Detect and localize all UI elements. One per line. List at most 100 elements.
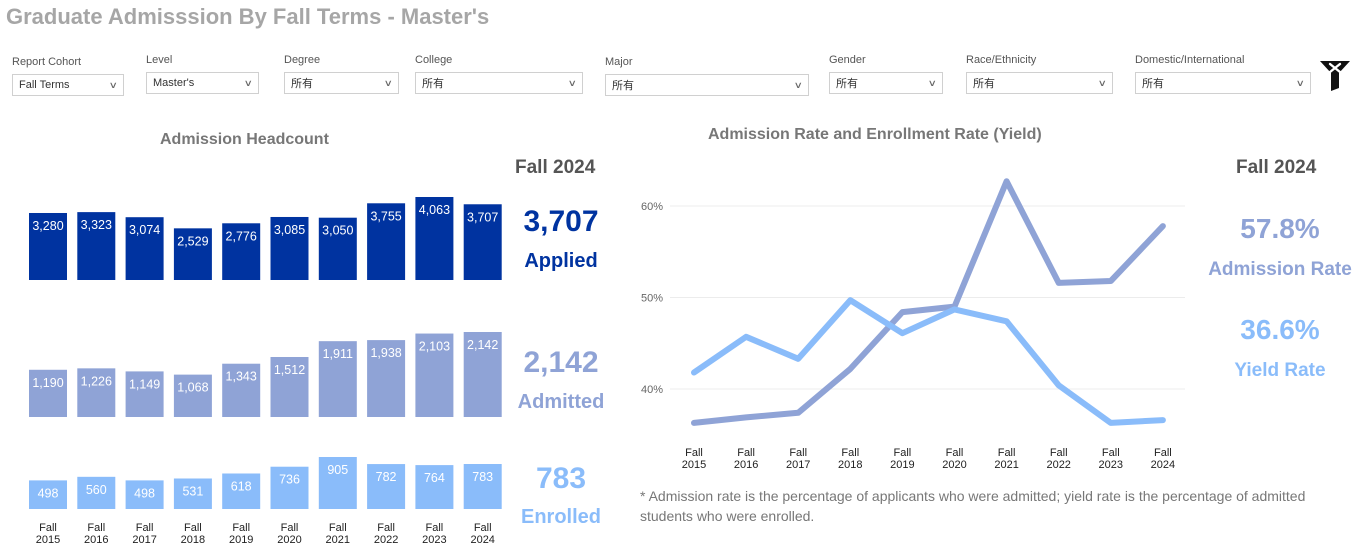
bar-value-label: 1,911 xyxy=(323,347,353,361)
filter-value: 所有 xyxy=(612,80,634,92)
line-admission-rate xyxy=(691,178,1166,426)
bar-value-label: 3,280 xyxy=(32,219,63,233)
x-tick-label: Fall xyxy=(377,522,395,534)
x-tick-label: Fall xyxy=(136,522,154,534)
bar-value-label: 3,707 xyxy=(467,210,498,224)
bar-value-label: 1,938 xyxy=(370,346,401,360)
applied-kpi-value: 3,707 xyxy=(523,205,599,238)
x-tick-label: 2018 xyxy=(181,534,205,546)
x-tick-label: Fall xyxy=(329,522,347,534)
bar-value-label: 1,149 xyxy=(129,377,160,391)
bar-value-label: 2,529 xyxy=(177,234,208,248)
bar-applied-2015 xyxy=(29,212,67,280)
enrolled-kpi-label: Enrolled xyxy=(520,506,601,528)
x-tick-label: 2018 xyxy=(838,459,862,471)
filter-value: 所有 xyxy=(973,78,995,90)
filter-dropdown[interactable]: 所有 ∨ xyxy=(829,72,943,94)
bar-applied-2022 xyxy=(367,203,406,280)
filter-label: Domestic/International xyxy=(1135,54,1245,66)
x-tick-label: Fall xyxy=(737,447,755,459)
y-tick-label: 60% xyxy=(641,201,663,213)
bar-admitted-2024 xyxy=(463,332,502,417)
bar-applied-2021 xyxy=(318,217,357,280)
filter-value: 所有 xyxy=(291,78,313,90)
filter-dropdown[interactable]: Fall Terms ∨ xyxy=(12,74,124,96)
bar-value-label: 3,085 xyxy=(274,223,305,237)
bar-applied-2019 xyxy=(222,223,261,280)
bar-value-label: 736 xyxy=(279,473,300,487)
filter-domestic-international: Domestic/International 所有 ∨ xyxy=(1135,54,1311,94)
applied-kpi-label: Applied xyxy=(524,250,598,272)
bar-applied-2016 xyxy=(77,212,116,280)
bar-value-label: 3,323 xyxy=(81,218,112,232)
chevron-down-icon: ∨ xyxy=(109,79,119,90)
filter-value: 所有 xyxy=(836,78,858,90)
chevron-down-icon: ∨ xyxy=(568,77,578,88)
x-tick-label: 2022 xyxy=(374,534,398,546)
bar-admitted-2023 xyxy=(415,333,454,417)
yield-rate-kpi-value: 36.6% xyxy=(1240,314,1320,345)
filter-value: 所有 xyxy=(1142,78,1164,90)
bar-applied-2024 xyxy=(463,204,502,280)
bar-admitted-2020 xyxy=(270,357,309,417)
bar-enrolled-2019 xyxy=(222,473,261,509)
bar-value-label: 498 xyxy=(38,486,59,500)
x-tick-label: 2016 xyxy=(84,534,108,546)
x-tick-label: 2024 xyxy=(1151,459,1175,471)
bar-applied-2023 xyxy=(415,197,454,280)
bar-value-label: 4,063 xyxy=(419,203,450,217)
x-tick-label: Fall xyxy=(789,447,807,459)
rates-fall-label: Fall 2024 xyxy=(1236,157,1317,178)
x-tick-label: 2015 xyxy=(682,459,706,471)
chevron-down-icon: ∨ xyxy=(384,77,394,88)
x-tick-label: Fall xyxy=(474,522,492,534)
bar-applied-2017 xyxy=(125,217,164,280)
x-tick-label: Fall xyxy=(281,522,299,534)
x-tick-label: Fall xyxy=(894,447,912,459)
x-tick-label: 2019 xyxy=(229,534,253,546)
x-tick-label: Fall xyxy=(1154,447,1172,459)
admission-rate-kpi-label: Admission Rate xyxy=(1208,259,1352,280)
y-tick-label: 50% xyxy=(641,293,663,305)
x-tick-label: 2017 xyxy=(786,459,810,471)
filter-dropdown[interactable]: 所有 ∨ xyxy=(966,72,1113,94)
chevron-down-icon: ∨ xyxy=(928,77,938,88)
filter-race-ethnicity: Race/Ethnicity 所有 ∨ xyxy=(966,54,1113,94)
admitted-kpi-value: 2,142 xyxy=(523,346,599,379)
chevron-down-icon: ∨ xyxy=(1296,77,1306,88)
filter-label: Degree xyxy=(284,54,321,66)
rates-footnote: * Admission rate is the percentage of ap… xyxy=(640,488,1306,524)
filter-label: Gender xyxy=(829,54,866,66)
bar-value-label: 3,755 xyxy=(370,209,401,223)
bar-enrolled-2018 xyxy=(173,478,212,509)
filter-report-cohort: Report Cohort Fall Terms ∨ xyxy=(12,54,124,96)
x-tick-label: Fall xyxy=(232,522,250,534)
x-tick-label: Fall xyxy=(39,522,57,534)
x-tick-label: Fall xyxy=(1050,447,1068,459)
x-tick-label: 2020 xyxy=(942,459,966,471)
bar-applied-2018 xyxy=(173,228,212,280)
filter-dropdown[interactable]: 所有 ∨ xyxy=(415,72,583,94)
bar-value-label: 2,103 xyxy=(419,340,450,354)
x-tick-label: 2016 xyxy=(734,459,758,471)
x-tick-label: 2021 xyxy=(326,534,350,546)
admitted-kpi-label: Admitted xyxy=(517,391,605,413)
filter-major: Major 所有 ∨ xyxy=(605,54,809,96)
filter-dropdown[interactable]: 所有 ∨ xyxy=(1135,72,1311,94)
bar-value-label: 1,226 xyxy=(81,374,112,388)
filter-value: Master's xyxy=(153,77,195,89)
chevron-down-icon: ∨ xyxy=(794,79,804,90)
filter-dropdown[interactable]: 所有 ∨ xyxy=(284,72,399,94)
filter-dropdown[interactable]: Master's ∨ xyxy=(146,72,259,94)
bar-enrolled-2016 xyxy=(77,476,116,509)
filter-dropdown[interactable]: 所有 ∨ xyxy=(605,74,809,96)
rates-line-chart: 40%50%60%Fall2015Fall2016Fall2017Fall201… xyxy=(641,178,1185,471)
chevron-down-icon: ∨ xyxy=(1098,77,1108,88)
filter-college: College 所有 ∨ xyxy=(415,54,583,94)
bar-value-label: 1,190 xyxy=(32,376,63,390)
clear-filters-button[interactable] xyxy=(1318,58,1352,92)
bar-value-label: 1,068 xyxy=(177,381,208,395)
x-tick-label: 2022 xyxy=(1046,459,1070,471)
x-tick-label: Fall xyxy=(87,522,105,534)
bar-admitted-2015 xyxy=(29,369,67,417)
